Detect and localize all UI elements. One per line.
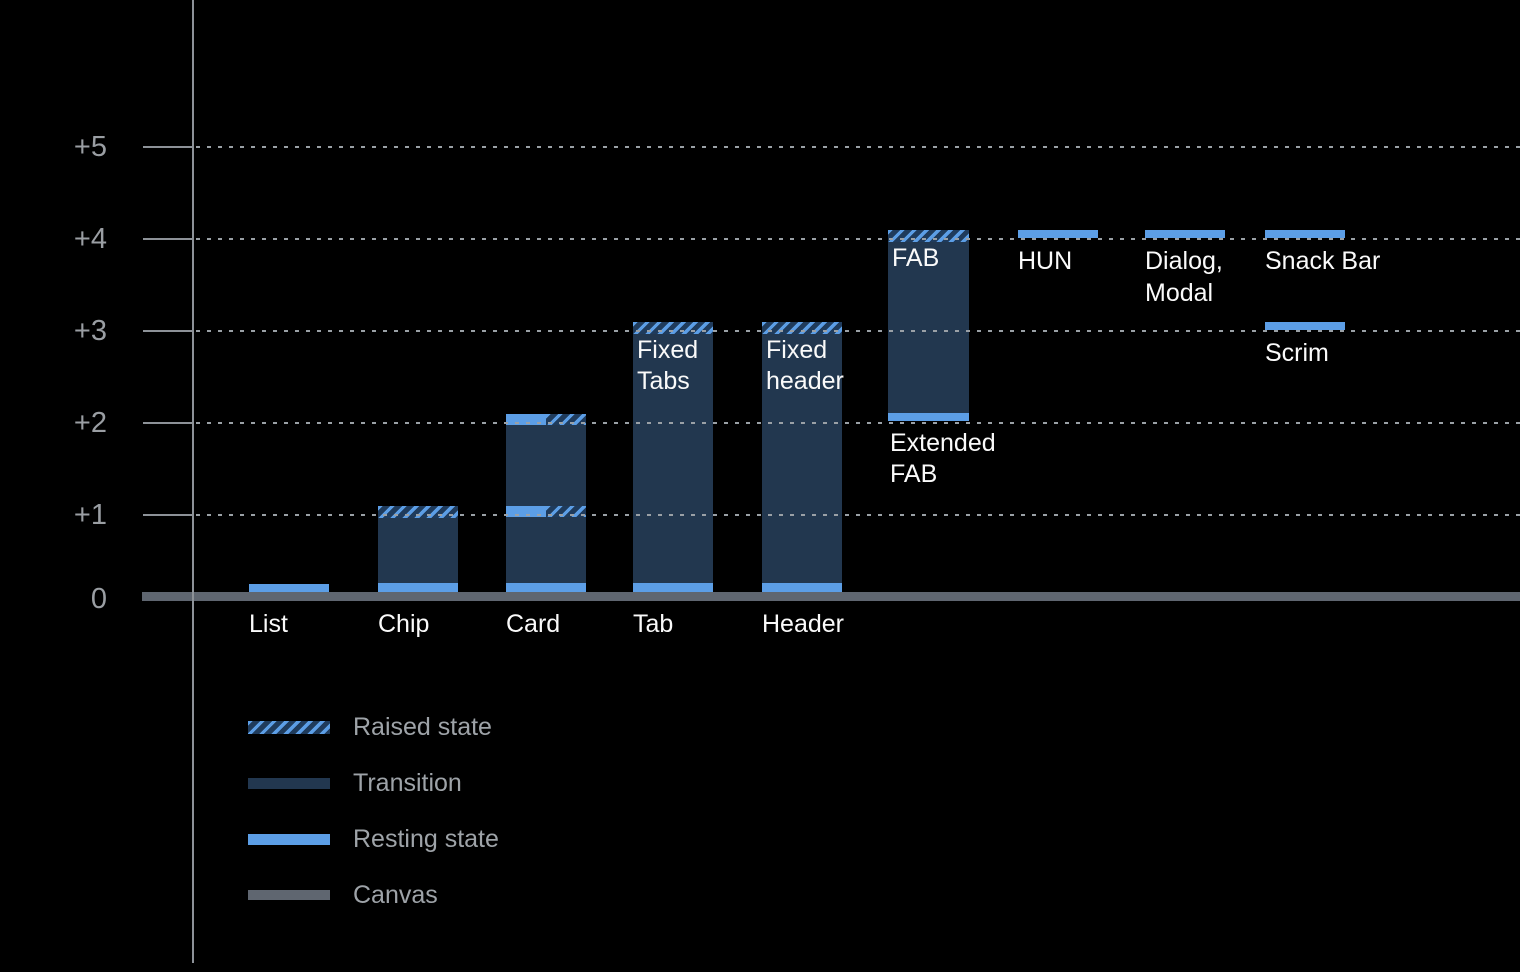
legend-label: Raised state	[353, 712, 492, 741]
band-hun-below-label: HUN	[1018, 246, 1073, 275]
y-tick-label: +5	[73, 131, 107, 163]
bar-header-inner-label: header	[766, 366, 844, 395]
legend-swatch-transition	[248, 777, 330, 789]
y-axis-line	[192, 0, 194, 963]
gridline	[196, 330, 1520, 332]
bar-tab	[633, 321, 713, 592]
x-axis-label-header: Header	[762, 610, 844, 638]
x-axis-label-tab: Tab	[633, 610, 674, 638]
gridline	[196, 514, 1520, 516]
bar-extended-fab-below-label: FAB	[890, 460, 938, 488]
x-axis-label-chip: Chip	[378, 610, 430, 638]
y-tick-label: 0	[90, 583, 107, 615]
bar-chip	[378, 505, 458, 592]
bar-tab-inner-label: Fixed	[637, 335, 699, 364]
bar-extended-fab-resting-bottom	[888, 413, 969, 421]
band-dialog-modal	[1145, 229, 1225, 238]
band-dialog-modal-below-label: Modal	[1145, 278, 1214, 307]
bar-card-raised-band	[546, 413, 586, 425]
band-scrim-below-label: Scrim	[1265, 338, 1329, 367]
y-tick-label: +2	[73, 407, 107, 439]
x-axis-label-card: Card	[506, 610, 561, 638]
y-tick-mark	[143, 238, 192, 240]
legend-label: Canvas	[353, 880, 438, 909]
bar-extended-fab	[888, 229, 969, 421]
y-tick-mark	[143, 514, 192, 516]
band-snack-bar-below-label: Snack Bar	[1265, 246, 1381, 275]
bar-tab-inner-label: Tabs	[637, 366, 690, 395]
bar-tab-resting-bottom	[633, 583, 713, 592]
bar-header-resting-bottom	[762, 583, 842, 592]
band-list	[249, 583, 329, 592]
y-tick-mark	[143, 146, 192, 148]
bar-header	[762, 321, 842, 592]
bar-card-resting-band	[506, 505, 546, 517]
bar-extended-fab-below-label: Extended	[890, 429, 996, 457]
bar-card-resting-bottom	[506, 583, 586, 592]
legend-item-raised: Raised state	[248, 712, 492, 741]
band-snack-bar	[1265, 229, 1345, 238]
band-dialog-modal-below-label: Dialog,	[1145, 246, 1223, 275]
legend-label: Resting state	[353, 824, 499, 853]
legend-swatch-canvas	[248, 890, 330, 900]
bar-card-raised-band	[546, 505, 586, 517]
x-axis-label-list: List	[249, 610, 288, 638]
y-tick-label: +1	[73, 499, 107, 531]
gridline	[196, 238, 1520, 240]
y-tick-mark	[143, 422, 192, 424]
canvas-line	[142, 592, 1520, 601]
band-hun	[1018, 229, 1098, 238]
y-tick-label: +4	[73, 223, 107, 255]
bar-header-inner-label: Fixed	[766, 335, 828, 364]
gridline	[196, 422, 1520, 424]
bar-chip-resting-bottom	[378, 583, 458, 592]
legend-item-transition: Transition	[248, 768, 462, 797]
bar-extended-fab-inner-label: FAB	[892, 243, 940, 272]
legend-item-canvas: Canvas	[248, 880, 438, 909]
bar-card	[506, 413, 586, 592]
gridline	[196, 146, 1520, 148]
legend-swatch-raised	[248, 720, 330, 734]
legend-label: Transition	[353, 768, 462, 797]
y-tick-mark	[143, 330, 192, 332]
y-tick-label: +3	[73, 315, 107, 347]
band-scrim	[1265, 321, 1345, 330]
bar-card-resting-band	[506, 413, 546, 425]
legend-swatch-resting	[248, 833, 330, 845]
legend-item-resting: Resting state	[248, 824, 499, 853]
